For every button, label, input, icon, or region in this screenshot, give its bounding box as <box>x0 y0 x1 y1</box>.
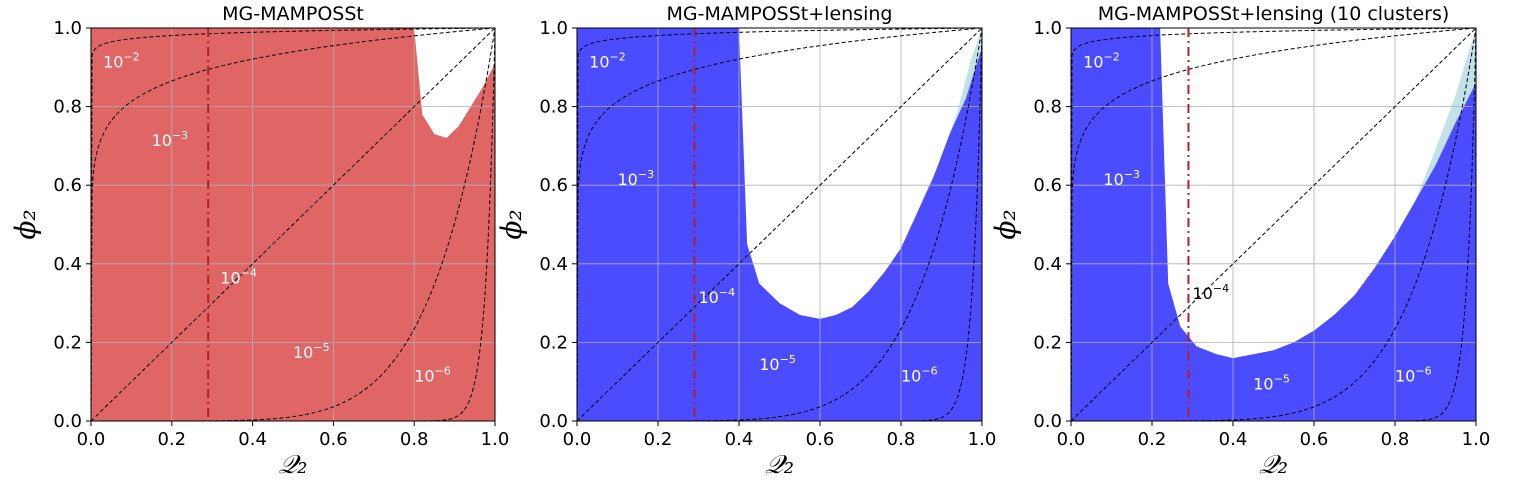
x-tick-label: 0.0 <box>1057 429 1086 450</box>
x-tick-label: 0.2 <box>1138 429 1167 450</box>
x-tick-label: 0.0 <box>563 429 592 450</box>
contour-label: 10−4 <box>1193 282 1230 303</box>
plot-content: 10−2 10−3 10−4 10−5 10−6 <box>1071 28 1476 421</box>
contour-label: 10−3 <box>1103 168 1140 189</box>
axes-frame <box>576 27 983 422</box>
plot-content: 10−2 10−3 10−4 10−5 10−6 <box>91 28 495 421</box>
contour-line <box>91 28 495 421</box>
contour-label: 10−4 <box>699 286 736 307</box>
y-tick-label: 0.8 <box>53 97 82 118</box>
y-axis-label: ϕ₂ <box>495 209 528 239</box>
y-tick-label: 0.0 <box>539 411 568 432</box>
x-axis-label: 𝒬₂ <box>278 450 307 480</box>
contour-line <box>577 28 982 421</box>
contour-label: 10−6 <box>901 365 938 386</box>
x-tick-label: 0.0 <box>77 429 106 450</box>
y-tick-label: 0.8 <box>539 97 568 118</box>
contour-label: 10−3 <box>152 129 189 150</box>
panel-title: MG-MAMPOSSt+lensing (10 clusters) <box>1098 3 1450 25</box>
contour-label: 10−6 <box>414 365 451 386</box>
contour-line <box>577 28 982 421</box>
contour-label: 10−6 <box>1395 365 1432 386</box>
x-tick-label: 0.6 <box>806 429 835 450</box>
x-tick-label: 0.8 <box>1381 429 1410 450</box>
x-tick-label: 1.0 <box>968 429 997 450</box>
contour-line <box>1071 28 1476 421</box>
x-tick-label: 0.2 <box>644 429 673 450</box>
contour-label: 10−5 <box>1253 373 1290 394</box>
panel-title: MG-MAMPOSSt+lensing <box>667 3 893 25</box>
y-tick-label: 1.0 <box>1033 18 1062 39</box>
contour-label: 10−2 <box>589 50 626 71</box>
contour-line <box>577 28 982 421</box>
y-axis-label: ϕ₂ <box>989 209 1022 239</box>
y-tick-label: 0.0 <box>53 411 82 432</box>
y-tick-label: 1.0 <box>53 18 82 39</box>
y-tick-label: 0.0 <box>1033 411 1062 432</box>
x-tick-label: 0.4 <box>725 429 754 450</box>
x-tick-label: 0.8 <box>400 429 429 450</box>
x-tick-label: 0.4 <box>1219 429 1248 450</box>
axes-frame <box>1070 27 1477 422</box>
contour-line <box>577 28 982 421</box>
y-tick-label: 1.0 <box>539 18 568 39</box>
contour-label: 10−5 <box>759 353 796 374</box>
x-axis-label: 𝒬₂ <box>1259 450 1288 480</box>
y-tick-label: 0.2 <box>1033 332 1062 353</box>
inner-region <box>577 28 982 421</box>
contour-line <box>1071 28 1476 421</box>
y-tick-label: 0.4 <box>1033 254 1062 275</box>
y-tick-label: 0.6 <box>539 175 568 196</box>
panel-title: MG-MAMPOSSt <box>222 3 364 25</box>
contour-label: 10−4 <box>220 266 257 287</box>
panel-1: 10−2 10−3 10−4 10−5 10−6 0.0 0.2 0.4 0.6 0.8 1.0 0.… <box>9 3 509 480</box>
y-tick-label: 0.6 <box>53 175 82 196</box>
x-tick-label: 1.0 <box>1462 429 1491 450</box>
y-tick-label: 0.2 <box>539 332 568 353</box>
contour-label: 10−5 <box>293 341 330 362</box>
axes-frame <box>90 27 496 422</box>
x-tick-label: 0.2 <box>157 429 186 450</box>
x-axis-label: 𝒬₂ <box>765 450 794 480</box>
contour-line <box>1071 28 1476 421</box>
plot-content: 10−2 10−3 10−4 10−5 10−6 <box>577 28 982 421</box>
contour-line <box>91 28 495 421</box>
contour-line <box>1071 28 1476 421</box>
contour-label: 10−3 <box>618 168 655 189</box>
y-axis-label: ϕ₂ <box>9 209 42 239</box>
contour-line <box>91 28 495 421</box>
panel-2: 10−2 10−3 10−4 10−5 10−6 0.0 0.2 0.4 0.6 0.8 1.0 0.… <box>495 3 996 480</box>
inner-region <box>1071 28 1476 421</box>
x-tick-label: 0.8 <box>887 429 916 450</box>
y-tick-label: 0.6 <box>1033 175 1062 196</box>
contour-label: 10−2 <box>103 50 140 71</box>
x-tick-label: 1.0 <box>481 429 510 450</box>
y-tick-label: 0.2 <box>53 332 82 353</box>
x-tick-label: 0.4 <box>238 429 267 450</box>
contour-line <box>91 28 495 421</box>
x-tick-label: 0.6 <box>1300 429 1329 450</box>
panel-3: 10−2 10−3 10−4 10−5 10−6 0.0 0.2 0.4 0.6 0.8 1.0 0.… <box>989 3 1490 480</box>
contour-label: 10−2 <box>1083 50 1120 71</box>
y-tick-label: 0.4 <box>53 254 82 275</box>
x-tick-label: 0.6 <box>319 429 348 450</box>
y-tick-label: 0.4 <box>539 254 568 275</box>
y-tick-label: 0.8 <box>1033 97 1062 118</box>
